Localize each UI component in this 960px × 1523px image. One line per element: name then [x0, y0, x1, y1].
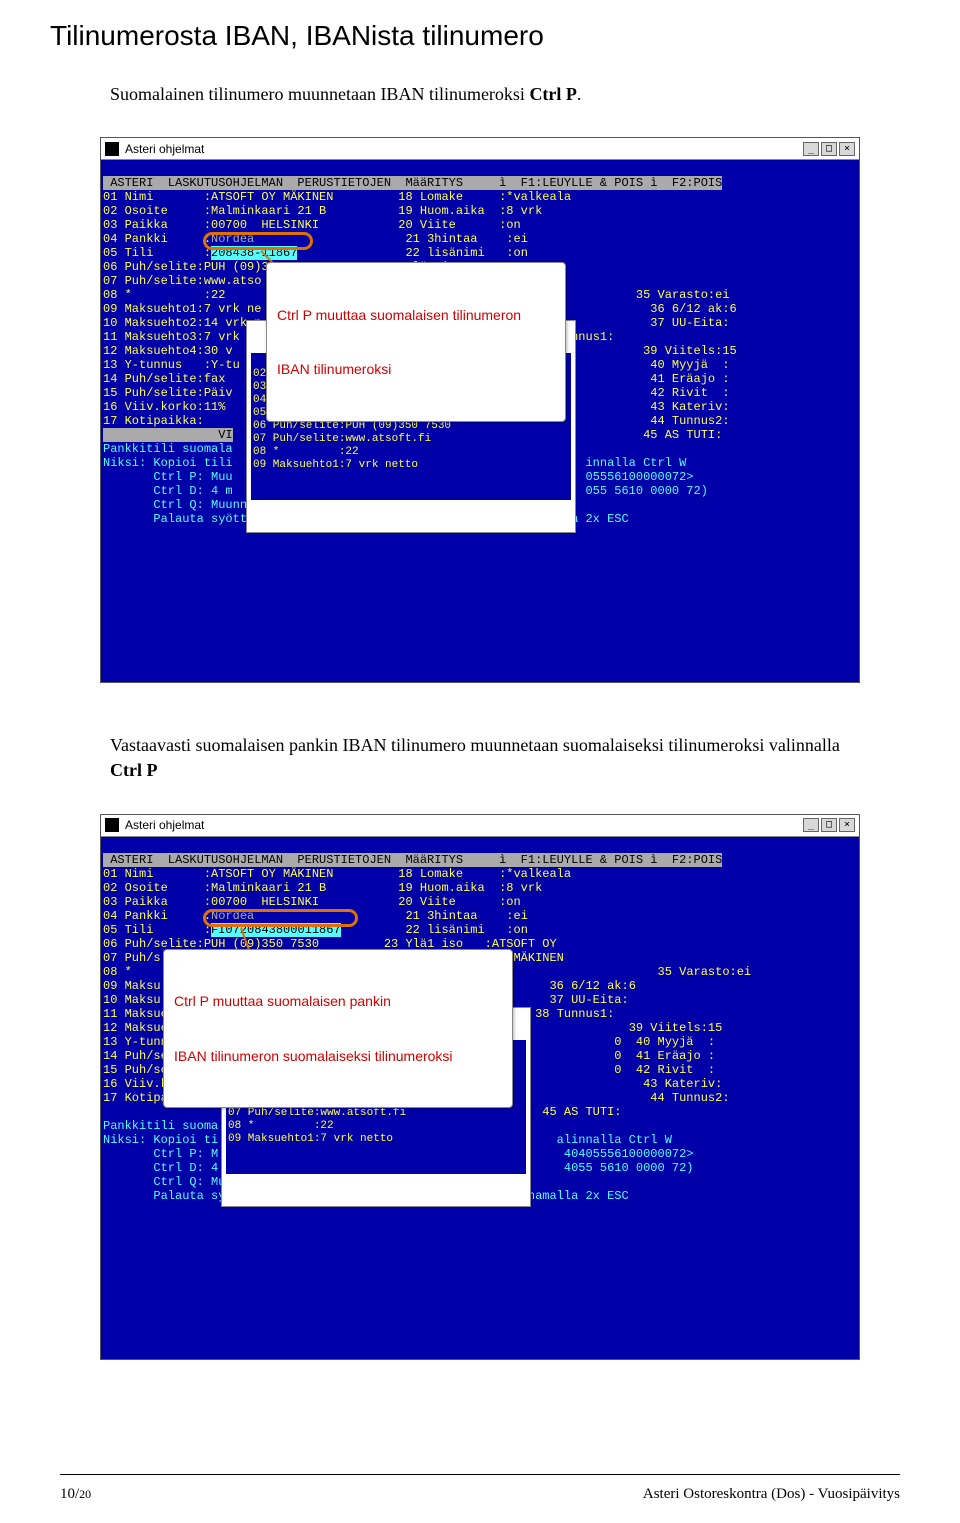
terminal-body-1: ASTERI LASKUTUSOHJELMAN PERUSTIETOJEN Mä… [101, 160, 859, 682]
mid-bold: Ctrl P [110, 760, 157, 780]
t1-l11: 12 Maksuehto4:30 v [103, 344, 233, 358]
t2-l1: 02 Osoite :Malminkaari 21 B [103, 881, 326, 895]
callout-2: Ctrl P muuttaa suomalaisen pankin IBAN t… [163, 949, 513, 1109]
t2-r3: 21 3hintaa :ei [405, 909, 527, 923]
t2-r1: 19 Huom.aika :8 vrk [398, 881, 542, 895]
t2-l3: 04 Pankki : [103, 909, 211, 923]
t2-tili-field[interactable]: FI0720843800011867 [211, 923, 341, 937]
minimize-button-2[interactable]: _ [803, 818, 819, 832]
titlebar: Asteri ohjelmat _ □ × [101, 138, 859, 160]
callout1-line1: Ctrl P muuttaa suomalaisen tilinumeron [277, 306, 555, 324]
t1-l15: 16 Viiv.korko:11% [103, 400, 225, 414]
t1-l9: 10 Maksuehto2:14 vrk n [103, 316, 261, 330]
i1-l5: 07 Puh/selite:www.atsoft.fi [253, 433, 431, 445]
titlebar-2: Asteri ohjelmat _ □ × [101, 815, 859, 837]
t1-r2: 20 Viite :on [398, 218, 520, 232]
t2-l4: 05 Tili : [103, 923, 211, 937]
i2-l5: 08 * :22 [228, 1120, 334, 1132]
close-button-2[interactable]: × [839, 818, 855, 832]
t1-l1: 02 Osoite :Malminkaari 21 B [103, 204, 326, 218]
t2-r2: 20 Viite :on [398, 895, 520, 909]
page-total: 20 [79, 1487, 91, 1501]
t1-l0: 01 Nimi :ATSOFT OY MÄKINEN [103, 190, 333, 204]
terminal-body-2: ASTERI LASKUTUSOHJELMAN PERUSTIETOJEN Mä… [101, 837, 859, 1359]
t2-r7: 35 Varasto:ei [513, 965, 751, 979]
t1-l14: 15 Puh/selite:Päiv [103, 386, 233, 400]
t1-b0: Pankkitili suomala [103, 442, 233, 456]
i2-l6: 09 Maksuehto1:7 vrk netto [228, 1133, 393, 1145]
page-number: 10/ [60, 1486, 79, 1502]
page-title: Tilinumerosta IBAN, IBANista tilinumero [50, 20, 910, 52]
t2-b0: Pankkitili suoma [103, 1119, 218, 1133]
t1-pankki: Nordea [211, 232, 254, 246]
t1-r3: 21 3hintaa :ei [405, 232, 527, 246]
callout2-line2: IBAN tilinumeron suomalaiseksi tilinumer… [174, 1047, 502, 1065]
app-icon [105, 142, 119, 156]
intro-bold: Ctrl P [529, 84, 576, 104]
i1-l6: 08 * :22 [253, 446, 359, 458]
intro-text: Suomalainen tilinumero muunnetaan IBAN t… [110, 84, 529, 104]
intro-paragraph: Suomalainen tilinumero muunnetaan IBAN t… [110, 82, 910, 107]
footer-right: Asteri Ostoreskontra (Dos) - Vuosipäivit… [643, 1486, 900, 1503]
intro-tail: . [577, 84, 582, 104]
footer-left: 10/20 [60, 1486, 91, 1503]
t2-r15: 43 Kateriv: [499, 1077, 722, 1091]
t2-l8: 09 Maksu [103, 979, 161, 993]
t1-l3: 04 Pankki : [103, 232, 211, 246]
minimize-button[interactable]: _ [803, 142, 819, 156]
close-button[interactable]: × [839, 142, 855, 156]
callout-1: Ctrl P muuttaa suomalaisen tilinumeron I… [266, 262, 566, 422]
term1-header: ASTERI LASKUTUSOHJELMAN PERUSTIETOJEN Mä… [103, 176, 722, 190]
footer-divider [60, 1474, 900, 1475]
t2-r4: 22 lisänimi :on [405, 923, 527, 937]
terminal-window-2: Asteri ohjelmat _ □ × ASTERI LASKUTUSOHJ… [100, 814, 860, 1360]
t1-r1: 19 Huom.aika :8 vrk [398, 204, 542, 218]
t2-pankki: Nordea [211, 909, 254, 923]
t2-l7: 08 * [103, 965, 132, 979]
i2-l4: 07 Puh/selite:www.atsoft.fi [228, 1107, 406, 1119]
t2-l2: 03 Paikka :00700 HELSINKI [103, 895, 319, 909]
t2-l9: 10 Maksu [103, 993, 161, 1007]
i1-l4: 06 Puh/selite:PUH (09)350 7530 [253, 420, 451, 432]
window-title-2: Asteri ohjelmat [125, 818, 204, 832]
t1-r0: 18 Lomake :*valkeala [398, 190, 571, 204]
t1-r4: 22 lisänimi :on [405, 246, 527, 260]
app-icon-2 [105, 818, 119, 832]
maximize-button-2[interactable]: □ [821, 818, 837, 832]
t1-l4: 05 Tili : [103, 246, 211, 260]
mid-paragraph: Vastaavasti suomalaisen pankin IBAN tili… [110, 733, 850, 783]
page-footer: 10/20 Asteri Ostoreskontra (Dos) - Vuosi… [60, 1486, 900, 1503]
t2-l0: 01 Nimi :ATSOFT OY MÄKINEN [103, 867, 333, 881]
t2-l6: 07 Puh/s [103, 951, 161, 965]
mid-text: Vastaavasti suomalaisen pankin IBAN tili… [110, 735, 840, 755]
callout2-line1: Ctrl P muuttaa suomalaisen pankin [174, 992, 502, 1010]
i1-l7: 09 Maksuehto1:7 vrk netto [253, 459, 418, 471]
t2-r16: 44 Tunnus2: [506, 1091, 729, 1105]
t1-l16: 17 Kotipaikka: [103, 414, 204, 428]
window-title: Asteri ohjelmat [125, 142, 204, 156]
callout1-line2: IBAN tilinumeroksi [277, 360, 555, 378]
t1-l17: VI [103, 428, 233, 442]
t1-l7: 08 * :22 [103, 288, 225, 302]
t1-l12: 13 Y-tunnus :Y-tu [103, 358, 240, 372]
t1-l2: 03 Paikka :00700 HELSINKI [103, 218, 319, 232]
terminal-window-1: Asteri ohjelmat _ □ × ASTERI LASKUTUSOHJ… [100, 137, 860, 683]
maximize-button[interactable]: □ [821, 142, 837, 156]
t1-tili-field[interactable]: 208438-11867 [211, 246, 297, 260]
t2-r0: 18 Lomake :*valkeala [398, 867, 571, 881]
t1-l13: 14 Puh/selite:fax [103, 372, 225, 386]
t1-l6: 07 Puh/selite:www.atso [103, 274, 261, 288]
t1-l8: 09 Maksuehto1:7 vrk ne [103, 302, 261, 316]
term2-header: ASTERI LASKUTUSOHJELMAN PERUSTIETOJEN Mä… [103, 853, 722, 867]
